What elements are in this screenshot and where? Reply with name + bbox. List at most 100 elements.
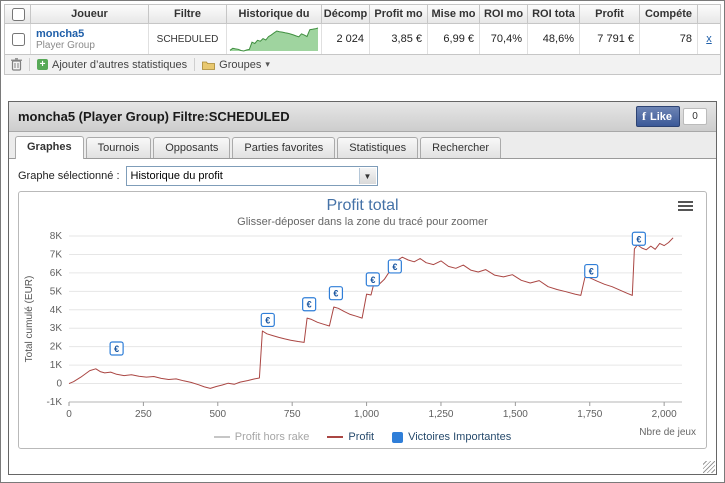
plus-icon: +	[37, 59, 48, 70]
legend-profit[interactable]: Profit	[327, 431, 374, 443]
svg-text:1,500: 1,500	[503, 409, 528, 420]
panel-title: moncha5 (Player Group) Filtre:SCHEDULED	[18, 109, 290, 124]
results-table: Joueur Filtre Historique du Décomp Profi…	[4, 4, 721, 75]
legend-square-swatch	[392, 431, 404, 443]
svg-text:€: €	[370, 275, 375, 285]
facebook-icon: f	[641, 109, 646, 123]
panel-header: moncha5 (Player Group) Filtre:SCHEDULED …	[9, 102, 716, 132]
svg-text:250: 250	[135, 409, 152, 420]
player-group-label: Player Group	[36, 39, 95, 51]
svg-text:5K: 5K	[50, 286, 63, 297]
select-all-checkbox[interactable]	[11, 7, 25, 21]
avg-roi: 70,4%	[480, 24, 528, 54]
svg-text:1,000: 1,000	[354, 409, 379, 420]
chart-plot-area[interactable]: -1K 0 1K 2K 3K 4K 5K 6K 7K 8K 0 250 500 750 1,000 1,250…	[19, 230, 706, 426]
svg-text:4K: 4K	[50, 305, 63, 316]
legend-line-swatch	[327, 436, 344, 438]
svg-text:500: 500	[209, 409, 226, 420]
col-joueur[interactable]: Joueur	[31, 5, 149, 23]
svg-text:€: €	[307, 300, 312, 310]
legend-profit-hors-rake[interactable]: Profit hors rake	[213, 431, 309, 443]
groups-dropdown[interactable]: Groupes ▾	[202, 59, 270, 71]
col-profit[interactable]: Profit	[580, 5, 640, 23]
tab-parties-favorites[interactable]: Parties favorites	[232, 137, 336, 158]
col-roi-moyen[interactable]: ROI mo	[480, 5, 528, 23]
tab-statistiques[interactable]: Statistiques	[337, 137, 419, 158]
col-actions	[698, 5, 720, 23]
sparkline-cell	[227, 24, 322, 54]
chevron-down-icon: ▾	[265, 59, 270, 69]
trash-icon[interactable]	[11, 58, 22, 71]
svg-text:2,000: 2,000	[652, 409, 677, 420]
row-checkbox[interactable]	[11, 32, 25, 46]
facebook-like-button[interactable]: f Like	[635, 106, 680, 127]
groups-label: Groupes	[219, 58, 262, 71]
row-close-cell: x	[698, 24, 720, 54]
svg-text:€: €	[392, 262, 397, 272]
col-competence[interactable]: Compéte	[640, 5, 698, 23]
col-profit-moyen[interactable]: Profit mo	[370, 5, 428, 23]
profit-sparkline	[229, 27, 319, 52]
total-profit: 7 791 €	[580, 24, 640, 54]
avg-stake: 6,99 €	[428, 24, 480, 54]
tab-graphes[interactable]: Graphes	[15, 136, 84, 159]
svg-text:0: 0	[66, 409, 72, 420]
svg-text:6K: 6K	[50, 268, 63, 279]
col-roi-total[interactable]: ROI tota	[528, 5, 580, 23]
svg-text:7K: 7K	[50, 249, 63, 260]
col-historique[interactable]: Historique du	[227, 5, 322, 23]
legend-victoires-importantes[interactable]: Victoires Importantes	[392, 431, 511, 443]
facebook-like-widget: f Like 0	[635, 106, 707, 127]
table-header-row: Joueur Filtre Historique du Décomp Profi…	[4, 4, 721, 24]
col-mise-moyenne[interactable]: Mise mo	[428, 5, 480, 23]
player-detail-panel: moncha5 (Player Group) Filtre:SCHEDULED …	[8, 101, 717, 475]
like-count-badge: 0	[683, 108, 707, 125]
player-name-link[interactable]: moncha5	[36, 27, 85, 40]
table-row[interactable]: moncha5 Player Group SCHEDULED 2 024 3,8…	[4, 24, 721, 55]
svg-text:3K: 3K	[50, 323, 63, 334]
svg-text:0: 0	[56, 379, 62, 390]
x-axis-title: Nbre de jeux	[639, 427, 696, 438]
tab-tournois[interactable]: Tournois	[85, 137, 152, 158]
svg-text:€: €	[589, 267, 594, 277]
add-statistics-label: Ajouter d’autres statistiques	[52, 58, 188, 71]
tab-opposants[interactable]: Opposants	[153, 137, 231, 158]
filter-cell: SCHEDULED	[149, 24, 227, 54]
games-count: 2 024	[322, 24, 370, 54]
chart-title: Profit total	[326, 197, 399, 214]
svg-text:-1K: -1K	[46, 397, 62, 408]
svg-text:750: 750	[284, 409, 301, 420]
chart-menu-icon[interactable]	[678, 201, 693, 213]
toolbar-separator	[29, 58, 30, 71]
col-filtre[interactable]: Filtre	[149, 5, 227, 23]
select-all-cell	[5, 5, 31, 23]
svg-text:€: €	[636, 234, 641, 244]
table-toolbar: + Ajouter d’autres statistiques Groupes …	[4, 55, 721, 75]
svg-text:€: €	[333, 289, 338, 299]
avg-profit: 3,85 €	[370, 24, 428, 54]
svg-text:1,250: 1,250	[428, 409, 453, 420]
graph-select-value: Historique du profit	[130, 170, 223, 182]
like-label: Like	[649, 110, 672, 123]
svg-text:1K: 1K	[50, 360, 63, 371]
total-roi: 48,6%	[528, 24, 580, 54]
legend-line-swatch	[213, 436, 230, 438]
ability-score: 78	[640, 24, 698, 54]
svg-text:8K: 8K	[50, 231, 63, 242]
graph-selector-row: Graphe sélectionné : Historique du profi…	[9, 159, 716, 191]
graph-selector-label: Graphe sélectionné :	[18, 170, 120, 182]
svg-text:€: €	[114, 344, 119, 354]
tab-rechercher[interactable]: Rechercher	[420, 137, 502, 158]
tab-bar: Graphes Tournois Opposants Parties favor…	[9, 132, 716, 159]
select-arrow-icon: ▼	[358, 168, 376, 184]
profit-chart[interactable]: Profit total Glisser-déposer dans la zon…	[18, 191, 707, 449]
graph-select[interactable]: Historique du profit ▼	[125, 166, 378, 186]
panel-resize-grip[interactable]	[703, 461, 715, 473]
chart-legend: Profit hors rake Profit Victoires Import…	[19, 426, 706, 448]
col-decompte[interactable]: Décomp	[322, 5, 370, 23]
row-close-link[interactable]: x	[706, 33, 712, 45]
add-statistics-button[interactable]: + Ajouter d’autres statistiques	[37, 59, 187, 71]
svg-text:€: €	[265, 315, 270, 325]
svg-text:Total cumulé (EUR): Total cumulé (EUR)	[24, 276, 35, 363]
svg-text:1,750: 1,750	[577, 409, 602, 420]
